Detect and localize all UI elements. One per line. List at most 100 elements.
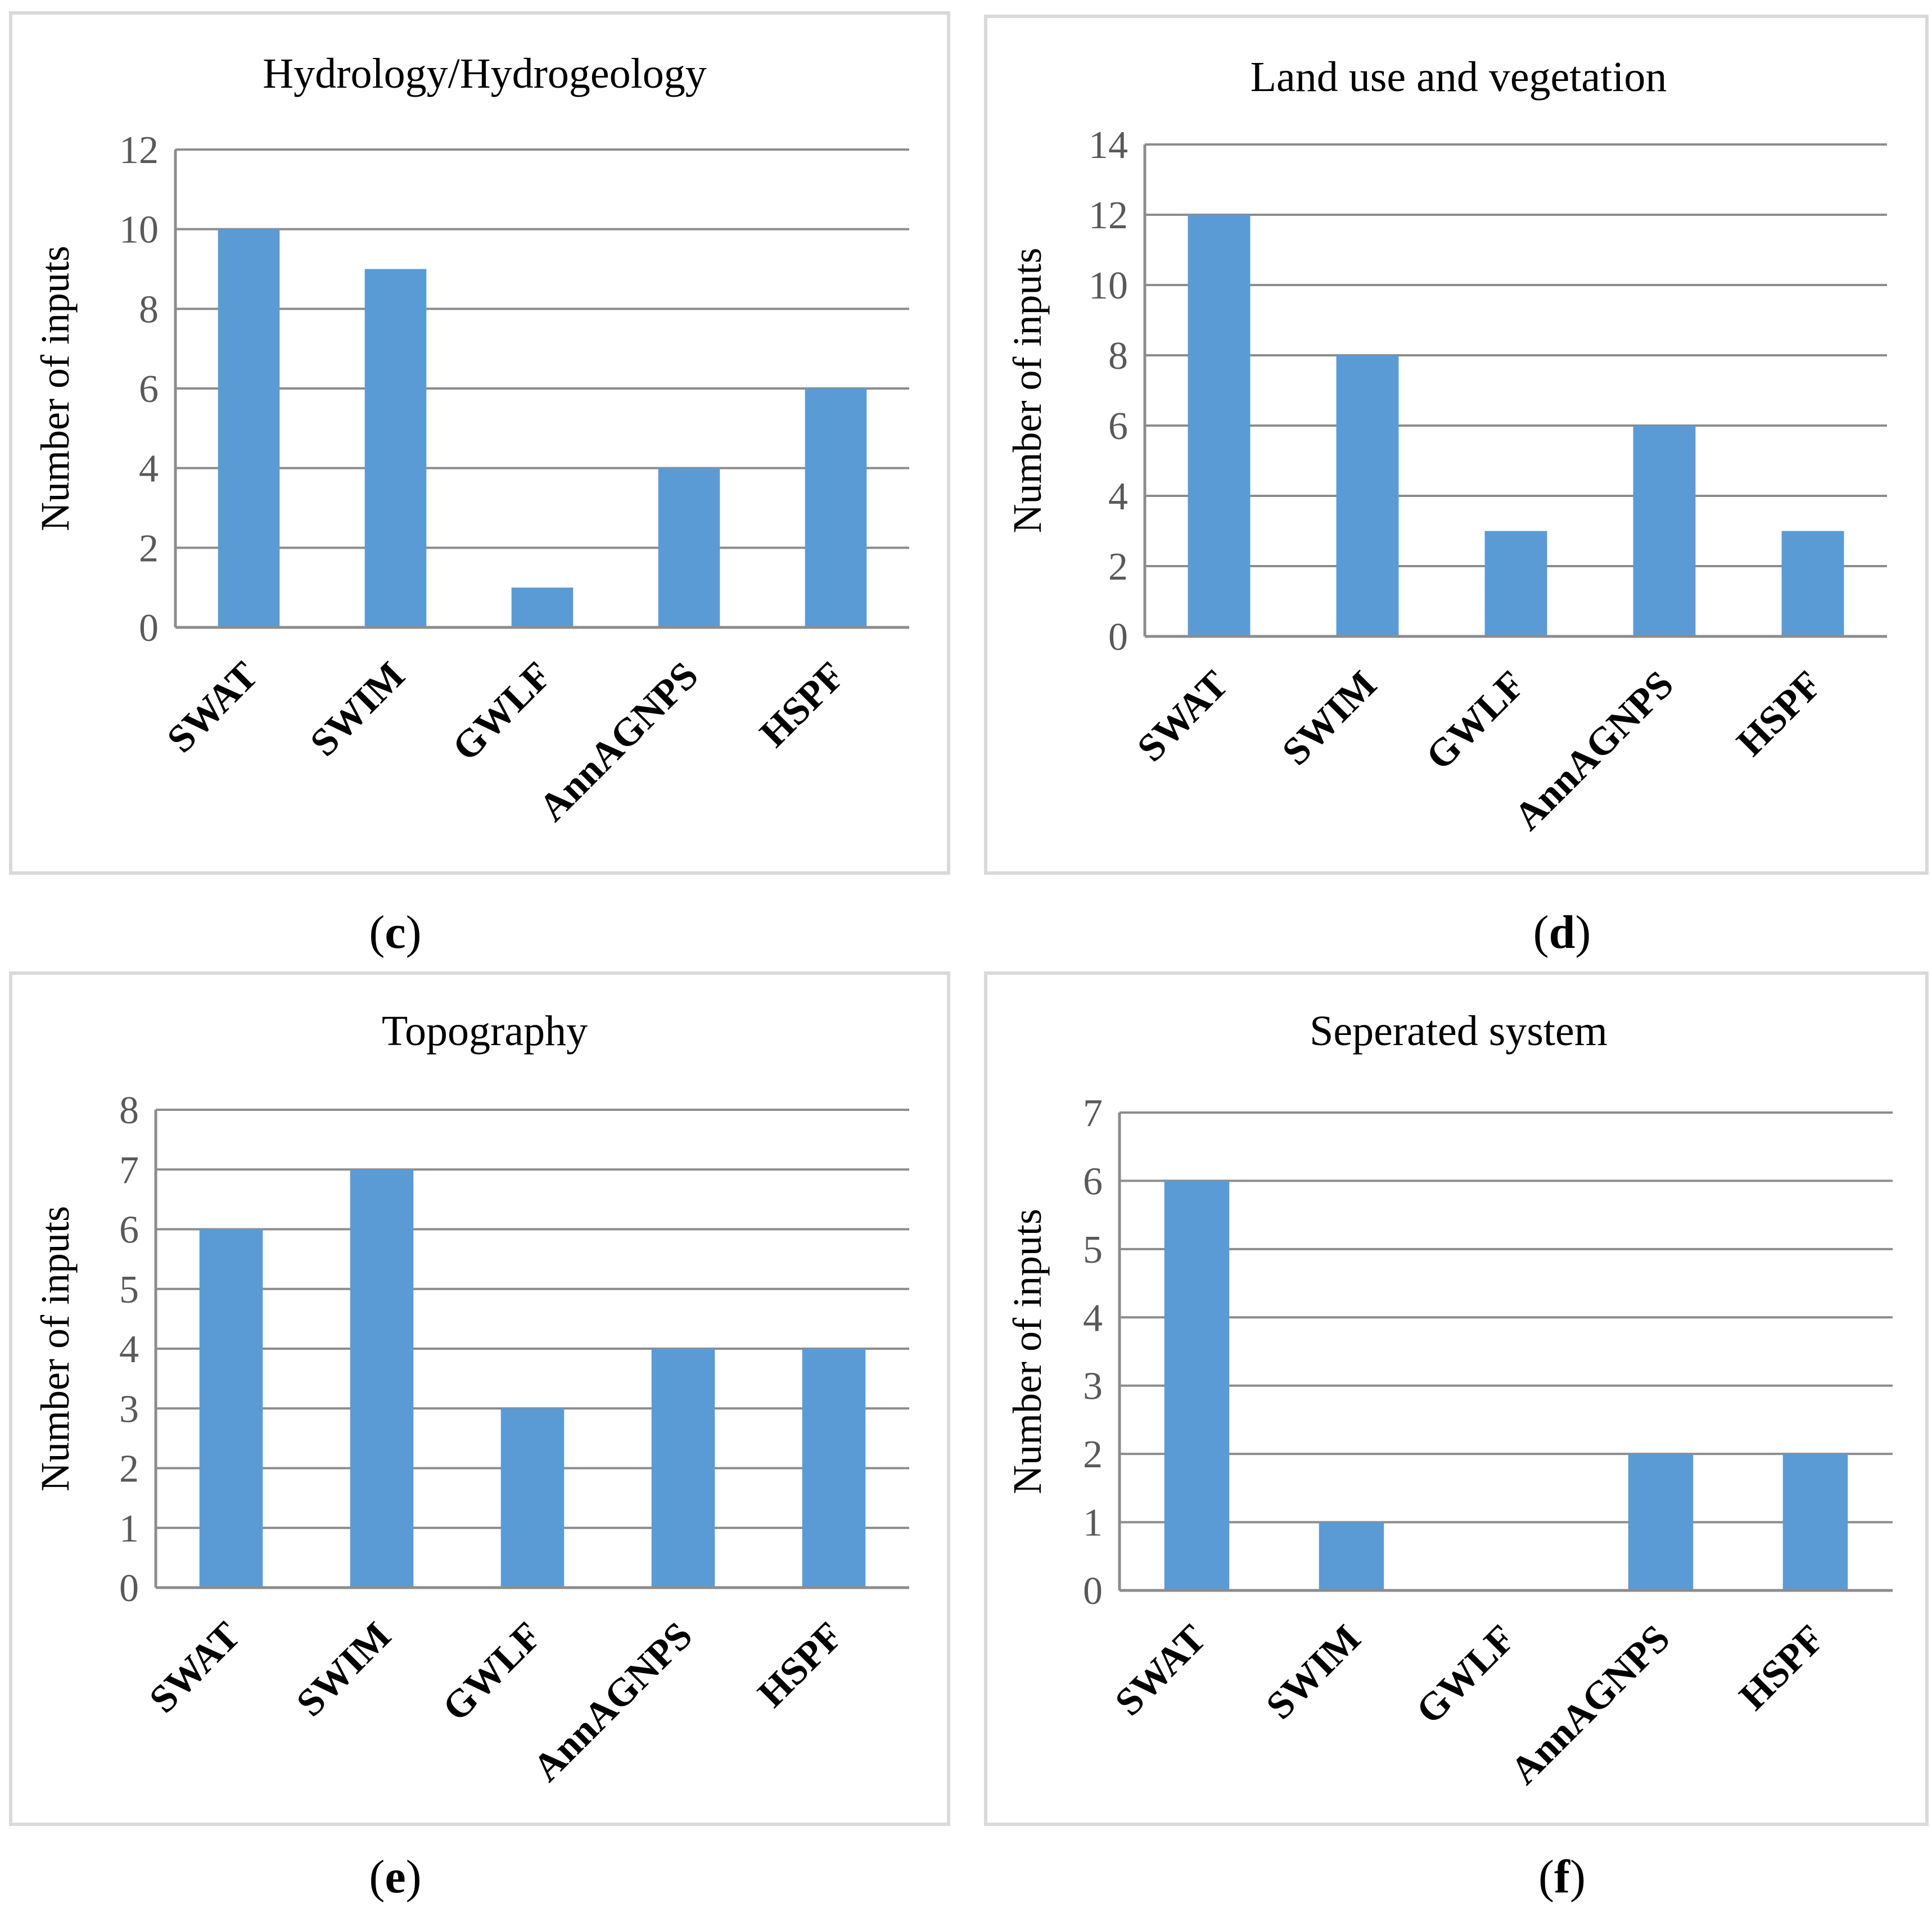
y-tick-label: 14 — [1089, 124, 1128, 167]
y-tick-label: 7 — [1083, 1092, 1103, 1135]
y-axis-title: Number of inputs — [1005, 248, 1050, 534]
bar-hspf — [1781, 531, 1844, 636]
caption-open: ( — [1538, 1851, 1555, 1903]
bar-gwlf — [500, 1408, 565, 1588]
y-tick-label: 2 — [1083, 1433, 1103, 1476]
bar-swat — [199, 1229, 263, 1588]
x-tick-label: SWAT — [1129, 663, 1236, 770]
x-tick-label: HSPF — [750, 1614, 851, 1716]
x-tick-label: AnnAGNPS — [1502, 1617, 1678, 1793]
chart-panel-d: Land use and vegetation 0 2 4 6 8 10 12 14 SWAT SW… — [984, 15, 1929, 875]
bar-swat — [218, 229, 280, 628]
y-tick-label: 5 — [1083, 1228, 1103, 1272]
chart-title: Land use and vegetation — [1251, 53, 1667, 101]
y-tick-label: 0 — [1083, 1570, 1103, 1613]
caption-close: ) — [1569, 1851, 1586, 1903]
bar-annagnps — [1633, 426, 1696, 636]
caption-letter: d — [1549, 906, 1576, 959]
bar-swim — [350, 1169, 414, 1588]
y-tick-label: 2 — [1108, 545, 1128, 589]
y-tick-label: 12 — [1089, 194, 1128, 237]
x-tick-label: AnnAGNPS — [531, 654, 707, 830]
y-tick-label: 4 — [1083, 1296, 1103, 1340]
caption-open: ( — [369, 1851, 385, 1903]
y-tick-label: 6 — [1108, 405, 1128, 448]
bar-annagnps — [1628, 1454, 1694, 1590]
caption-c: (c) — [369, 905, 421, 960]
y-tick-label: 12 — [119, 129, 159, 172]
chart-title: Topography — [382, 1007, 588, 1055]
bar-hspf — [805, 388, 867, 627]
bar-annagnps — [658, 468, 720, 627]
y-tick-label: 0 — [1108, 616, 1128, 659]
y-tick-label: 2 — [119, 1448, 139, 1491]
x-tick-label: GWLF — [444, 654, 560, 770]
caption-close: ) — [405, 906, 422, 959]
y-tick-label: 4 — [1108, 475, 1128, 518]
y-tick-label: 10 — [1089, 264, 1128, 308]
caption-e: (e) — [369, 1850, 421, 1904]
y-tick-label: 7 — [119, 1149, 139, 1192]
y-tick-label: 1 — [1083, 1502, 1103, 1545]
y-axis-title: Number of inputs — [33, 1206, 78, 1491]
chart-panel-e: Topography 0 1 2 3 4 5 6 7 8 SWAT SWIM GWLF AnnAGNPS H… — [9, 971, 950, 1826]
y-axis-title: Number of inputs — [33, 246, 78, 531]
caption-letter: e — [385, 1851, 406, 1903]
x-tick-label: SWAT — [1107, 1617, 1215, 1724]
caption-d: (d) — [1533, 905, 1591, 960]
bar-swim — [364, 269, 427, 627]
x-tick-label: GWLF — [1408, 1617, 1524, 1733]
chart-title: Seperated system — [1310, 1007, 1608, 1055]
bar-swim — [1336, 355, 1399, 636]
chart-svg-f: Seperated system 0 1 2 3 4 5 6 7 SWAT SWIM GWLFAnnA… — [1005, 1007, 1893, 1793]
x-tick-label: SWAT — [141, 1614, 249, 1721]
x-tick-label: AnnAGNPS — [525, 1614, 701, 1790]
bar-gwlf — [1484, 531, 1547, 636]
y-tick-label: 8 — [1108, 335, 1128, 378]
x-tick-label: GWLF — [1418, 663, 1534, 779]
caption-open: ( — [1533, 906, 1549, 959]
x-tick-label: SWIM — [288, 1614, 399, 1725]
x-tick-label: GWLF — [435, 1614, 550, 1730]
chart-title: Hydrology/Hydrogeology — [263, 50, 706, 97]
y-tick-label: 8 — [119, 1089, 139, 1132]
y-tick-label: 6 — [119, 1209, 139, 1252]
y-tick-label: 4 — [119, 1328, 139, 1371]
y-tick-label: 1 — [119, 1507, 139, 1551]
bar-swim — [1319, 1522, 1384, 1590]
x-tick-label: SWIM — [1274, 663, 1385, 774]
caption-open: ( — [369, 906, 385, 959]
y-tick-label: 6 — [139, 368, 159, 411]
x-tick-label: HSPF — [752, 654, 854, 756]
y-tick-label: 8 — [139, 288, 159, 331]
x-tick-label: HSPF — [1728, 663, 1830, 765]
y-tick-label: 3 — [119, 1387, 139, 1431]
bar-annagnps — [651, 1349, 715, 1588]
chart-panel-c: Hydrology/Hydrogeology 0 2 4 6 8 10 12 SWAT SWIM G… — [9, 11, 950, 875]
caption-letter: f — [1554, 1851, 1570, 1903]
y-tick-label: 6 — [1083, 1160, 1103, 1203]
bar-hspf — [1782, 1454, 1848, 1590]
y-tick-label: 5 — [119, 1268, 139, 1312]
bar-swat — [1164, 1181, 1230, 1590]
chart-panel-f: Seperated system 0 1 2 3 4 5 6 7 SWAT SWIM GWLF AnnA… — [984, 971, 1929, 1826]
bar-gwlf — [511, 587, 574, 627]
x-tick-label: AnnAGNPS — [1506, 663, 1682, 839]
y-tick-label: 10 — [119, 209, 159, 252]
caption-f: (f) — [1538, 1850, 1586, 1904]
x-tick-label: SWIM — [1258, 1617, 1369, 1728]
y-tick-label: 4 — [139, 448, 159, 491]
caption-letter: c — [385, 906, 406, 959]
bar-hspf — [802, 1349, 866, 1588]
y-axis-title: Number of inputs — [1005, 1209, 1050, 1494]
y-tick-label: 0 — [119, 1567, 139, 1610]
chart-svg-d: Land use and vegetation 0 2 4 6 8 10 12 14 SWAT SW… — [1005, 53, 1887, 839]
caption-close: ) — [405, 1851, 422, 1903]
y-tick-label: 0 — [139, 607, 159, 650]
bar-swat — [1188, 215, 1251, 636]
chart-svg-c: Hydrology/Hydrogeology 0 2 4 6 8 10 12 SWAT SWIM G… — [33, 50, 909, 830]
y-tick-label: 2 — [139, 527, 159, 570]
x-tick-label: SWAT — [159, 654, 267, 761]
caption-close: ) — [1575, 906, 1591, 959]
